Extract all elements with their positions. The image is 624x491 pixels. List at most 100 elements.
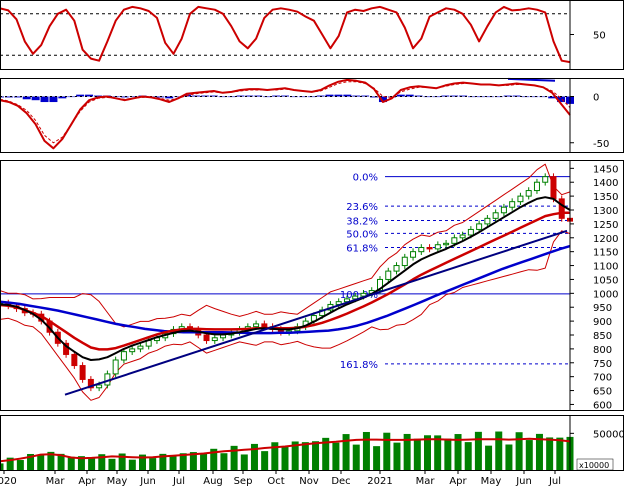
upper-band-line <box>0 163 571 328</box>
price-y-tick-label: 1350 <box>593 192 618 203</box>
macd-trendline <box>507 77 556 82</box>
histogram-bar <box>539 96 548 98</box>
volume-bar <box>556 437 564 470</box>
x-tick-label: Oct <box>267 476 284 487</box>
volume-bar <box>118 453 126 470</box>
histogram-bar <box>396 94 405 97</box>
candle-body <box>220 334 227 339</box>
fibonacci-label: 100.0% <box>340 290 378 301</box>
volume-bar <box>342 434 350 470</box>
volume-bar <box>454 434 462 470</box>
candle-body <box>129 348 136 353</box>
histogram-bar <box>200 95 209 97</box>
volume-bar <box>149 458 157 470</box>
histogram-bar <box>209 95 218 97</box>
volume-bar <box>210 448 218 470</box>
volume-average-line <box>0 437 571 463</box>
volume-bar <box>535 433 543 470</box>
candle-body <box>87 378 94 389</box>
volume-bar <box>434 435 442 470</box>
volume-bar <box>98 454 106 470</box>
fibonacci-label: 61.8% <box>346 244 378 255</box>
candle-body <box>253 323 260 328</box>
macd-line <box>0 78 571 150</box>
candle-body <box>385 270 392 280</box>
histogram-bar <box>93 95 102 97</box>
volume-bar <box>240 454 248 470</box>
volume-bar <box>291 441 299 470</box>
moving-average-medium <box>0 211 570 351</box>
volume-bar <box>189 452 197 470</box>
candle-body <box>434 244 441 250</box>
volume-bar <box>77 456 85 470</box>
volume-bar <box>6 457 14 470</box>
volume-unit-label: x10000 <box>579 461 609 470</box>
price-y-tick-label: 950 <box>593 303 612 314</box>
volume-bar <box>0 463 4 470</box>
volume-bar <box>16 460 24 470</box>
price-y-tick-label: 1050 <box>593 275 618 286</box>
candle-body <box>203 334 210 342</box>
price-y-tick-label: 1250 <box>593 220 618 231</box>
histogram-bar <box>31 96 40 101</box>
volume-bar <box>474 431 482 470</box>
volume-bar <box>485 445 493 470</box>
volume-bar <box>179 453 187 470</box>
volume-bar <box>393 442 401 470</box>
candle-body <box>509 201 516 208</box>
volume-bar <box>159 453 167 470</box>
volume-bar <box>505 444 513 470</box>
price-y-tick-label: 850 <box>593 331 612 342</box>
candle-body <box>467 228 474 236</box>
histogram-bar <box>58 96 67 99</box>
volume-bar <box>444 438 452 470</box>
x-tick-label: Sep <box>234 476 253 487</box>
histogram-bar <box>325 94 334 97</box>
candle-body <box>410 251 417 258</box>
histogram-bar <box>370 96 379 98</box>
candle-body <box>550 176 557 200</box>
histogram-bar <box>13 96 22 98</box>
volume-bar <box>250 443 258 470</box>
candle-body <box>137 345 144 350</box>
candle-body <box>360 292 367 297</box>
histogram-bar <box>289 96 298 98</box>
signal-line <box>0 81 571 144</box>
candle-body <box>443 242 450 246</box>
volume-bar <box>261 451 269 470</box>
candle-body <box>558 198 565 219</box>
candle-body <box>261 323 268 328</box>
histogram-bar <box>503 95 512 97</box>
volume-bar <box>139 454 146 470</box>
volume-bar <box>27 453 35 470</box>
candle-body <box>459 234 466 239</box>
histogram-bar <box>485 96 494 98</box>
macd-y-tick-label: -50 <box>593 139 609 150</box>
histogram-bar <box>494 96 503 98</box>
oscillator-line <box>0 5 571 64</box>
histogram-bar <box>245 95 254 97</box>
volume-bar <box>413 438 421 470</box>
macd-y-tick-label: 0 <box>593 93 599 104</box>
volume-bar <box>525 440 533 470</box>
volume-bar <box>352 444 360 470</box>
histogram-bar <box>557 96 566 103</box>
price-y-tick-label: 1400 <box>593 178 618 189</box>
volume-bar <box>373 446 381 470</box>
x-tick-label: Jul <box>172 476 185 487</box>
candle-body <box>451 237 458 244</box>
x-tick-label: Aug <box>203 476 223 487</box>
volume-bar <box>220 453 228 470</box>
osc-upper-y-tick-label: 50 <box>593 31 606 42</box>
fibonacci-label: 0.0% <box>353 173 378 184</box>
histogram-bar <box>254 95 263 97</box>
price-y-tick-label: 1200 <box>593 234 618 245</box>
candle-body <box>71 353 78 367</box>
histogram-bar <box>459 95 468 97</box>
volume-bar <box>88 458 96 470</box>
price-y-tick-label: 750 <box>593 359 612 370</box>
candle-body <box>500 206 507 214</box>
candle-body <box>525 190 532 197</box>
volume-bar <box>37 454 45 470</box>
